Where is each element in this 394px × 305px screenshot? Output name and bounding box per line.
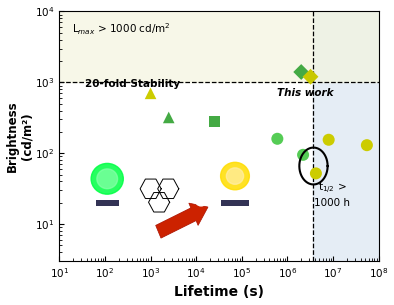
- Point: [147, 91, 154, 96]
- Point: [274, 136, 281, 141]
- Text: t$_{1/2}$ >
1000 h: t$_{1/2}$ > 1000 h: [314, 181, 350, 208]
- Point: [364, 143, 370, 148]
- Point: [300, 152, 306, 157]
- Text: This work: This work: [277, 88, 333, 98]
- Text: 20-fold Stability: 20-fold Stability: [85, 79, 180, 89]
- Point: [298, 70, 304, 74]
- Point: [313, 171, 319, 176]
- Point: [165, 115, 172, 120]
- Point: [307, 74, 314, 79]
- X-axis label: Lifetime (s): Lifetime (s): [174, 285, 264, 300]
- Point: [325, 137, 332, 142]
- Text: L$_{max}$ > 1000 cd/m$^2$: L$_{max}$ > 1000 cd/m$^2$: [72, 21, 171, 37]
- Y-axis label: Brightness
(cd/m²): Brightness (cd/m²): [6, 101, 33, 172]
- Point: [211, 119, 217, 124]
